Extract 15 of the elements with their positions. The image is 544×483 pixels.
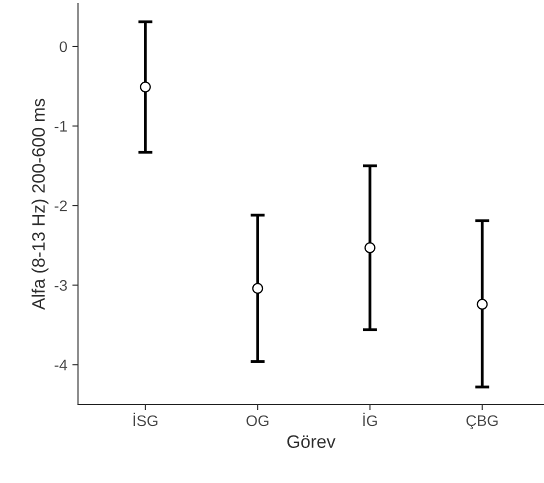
x-tick-label: İSG <box>134 412 158 426</box>
y-tick-label: 0 <box>60 41 67 52</box>
x-axis-title: Görev <box>287 435 336 448</box>
point <box>140 82 151 93</box>
point <box>364 242 376 254</box>
point <box>252 282 264 294</box>
x-tick-label: İG <box>363 412 377 426</box>
y-tick-label: -1 <box>54 121 67 132</box>
y-tick-label: -2 <box>54 200 67 212</box>
x-tick-label: ÇBG <box>466 415 498 430</box>
y-tick-label: -4 <box>54 360 68 370</box>
point <box>476 298 488 310</box>
y-axis-title: Alfa (8-13 Hz) 200-600 ms <box>32 98 48 310</box>
y-tick-label: -3 <box>54 280 67 291</box>
x-tick-label: OG <box>246 415 268 426</box>
